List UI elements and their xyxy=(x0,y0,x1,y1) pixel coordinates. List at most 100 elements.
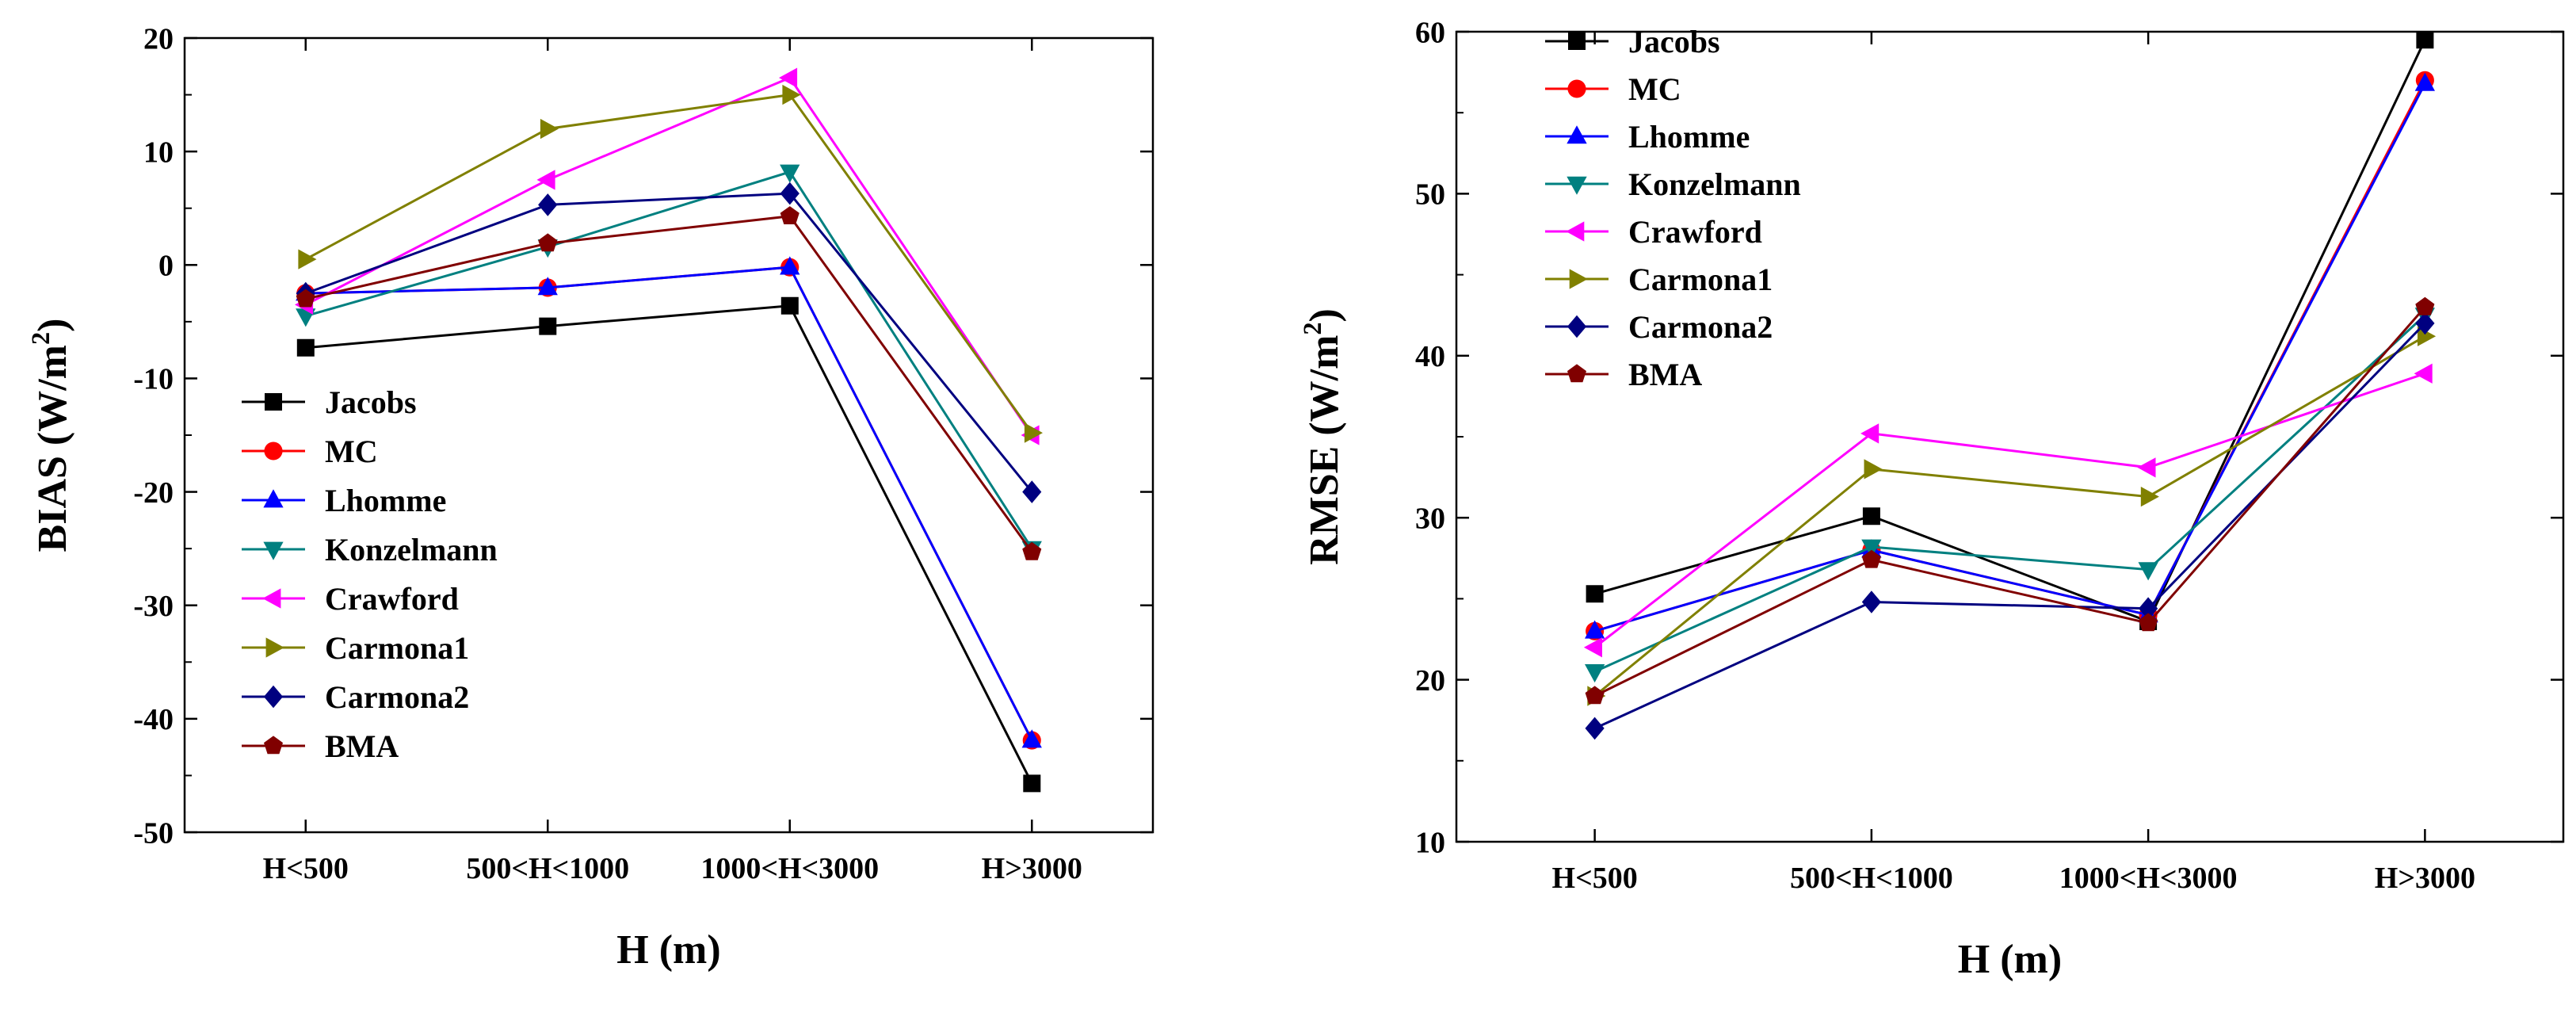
series-konzelmann xyxy=(1585,308,2435,683)
data-point xyxy=(780,296,799,315)
legend-marker xyxy=(264,736,283,755)
y-tick-label: 0 xyxy=(158,250,174,283)
data-point xyxy=(1023,774,1041,793)
series-line xyxy=(1593,306,2426,698)
data-point xyxy=(540,118,559,140)
legend-marker xyxy=(263,685,284,709)
legend-label: Crawford xyxy=(325,581,459,617)
legend-marker xyxy=(1567,79,1586,98)
data-point xyxy=(1585,686,1605,705)
y-tick-label: 10 xyxy=(143,136,174,169)
series-line xyxy=(305,266,1033,741)
data-point xyxy=(2415,296,2435,315)
data-point xyxy=(2414,72,2435,91)
legend-label: MC xyxy=(1628,71,1681,107)
y-axis-label: BIAS (W/m2) xyxy=(26,319,75,552)
series-line xyxy=(1593,322,2426,730)
y-tick-label: -10 xyxy=(133,363,174,396)
data-point xyxy=(296,289,315,308)
legend-label: BMA xyxy=(1628,357,1702,392)
legend-marker xyxy=(1567,364,1586,383)
legend: Jacobs MC Lhomme Konzelmann Crawford Carmona1… xyxy=(1545,24,1801,392)
data-point xyxy=(1585,717,1605,740)
legend-item: BMA xyxy=(242,728,399,764)
y-axis-label: RMSE (W/m2) xyxy=(1298,308,1347,565)
legend-item: Konzelmann xyxy=(242,532,498,568)
plot-frame xyxy=(1455,30,2565,843)
y-tick-label: 10 xyxy=(1415,826,1445,859)
x-tick-label: H>3000 xyxy=(2375,862,2475,895)
legend-marker xyxy=(1566,221,1585,242)
legend-label: Lhomme xyxy=(1628,119,1750,155)
series-line xyxy=(305,215,1033,553)
legend-item: Lhomme xyxy=(242,483,446,518)
y-tick-label: -50 xyxy=(133,816,174,850)
legend-item: BMA xyxy=(1545,357,1702,392)
y-tick-label: 40 xyxy=(1415,340,1445,373)
legend-marker xyxy=(1567,176,1587,195)
legend-label: MC xyxy=(325,434,378,469)
x-tick-label: 1000<H<3000 xyxy=(700,852,879,885)
legend: Jacobs MC Lhomme Konzelmann Crawford Carmona1… xyxy=(242,384,498,764)
data-point xyxy=(2137,457,2156,478)
series-bma xyxy=(296,206,1042,560)
data-point xyxy=(538,233,558,252)
data-point xyxy=(538,193,558,216)
legend-label: Carmona1 xyxy=(1628,262,1773,297)
series-jacobs xyxy=(296,296,1041,793)
legend-marker xyxy=(1567,315,1587,338)
series-carmona1 xyxy=(1587,326,2437,706)
x-axis-label: H (m) xyxy=(616,927,720,973)
legend-marker xyxy=(263,541,284,560)
y-tick-label: 20 xyxy=(143,22,174,55)
legend-label: Carmona2 xyxy=(1628,309,1773,345)
legend-item: MC xyxy=(1545,71,1681,107)
data-point xyxy=(1583,637,1602,658)
series-crawford xyxy=(1583,363,2433,658)
series-line xyxy=(305,93,1033,434)
x-tick-label: H<500 xyxy=(1552,862,1638,895)
data-point xyxy=(1585,664,1605,683)
legend-item: Jacobs xyxy=(1545,24,1720,59)
series-carmona2 xyxy=(1585,311,2435,740)
legend-item: Carmona2 xyxy=(1545,309,1773,345)
series-line xyxy=(1594,82,2426,633)
data-point xyxy=(1861,549,1881,568)
legend-label: Carmona2 xyxy=(325,679,469,715)
chart-1: -50 -40 -30 -20 -10 0 10 20 H<500 500<H<1000 1000<… xyxy=(26,22,1154,973)
series-line xyxy=(1594,79,2426,633)
data-point xyxy=(2418,326,2437,346)
legend-marker xyxy=(1567,125,1587,144)
data-point xyxy=(536,170,555,190)
data-point xyxy=(2414,363,2433,384)
x-tick-label: 500<H<1000 xyxy=(1790,862,1953,895)
legend-label: Jacobs xyxy=(325,384,417,420)
legend-label: Jacobs xyxy=(1628,24,1720,59)
data-point xyxy=(2416,31,2434,49)
data-point xyxy=(2139,613,2158,632)
data-point xyxy=(1585,620,1605,639)
data-point xyxy=(1861,539,1882,558)
y-tick-label: 50 xyxy=(1415,178,1445,212)
data-point xyxy=(2139,597,2158,620)
legend-marker xyxy=(265,393,282,411)
data-point xyxy=(1022,541,1042,560)
legend-item: Carmona1 xyxy=(242,630,469,666)
y-tick-label: -40 xyxy=(133,703,174,736)
data-point xyxy=(780,256,800,275)
legend-label: Carmona1 xyxy=(325,630,469,666)
y-tick-label: 60 xyxy=(1415,16,1445,49)
data-point xyxy=(1860,423,1880,444)
legend-item: Carmona1 xyxy=(1545,262,1773,297)
data-point xyxy=(1024,422,1043,443)
legend-item: Carmona2 xyxy=(242,679,469,715)
legend-marker xyxy=(1568,32,1586,50)
y-tick-label: 30 xyxy=(1415,503,1445,536)
series-line xyxy=(1593,372,2425,648)
legend-marker xyxy=(263,489,284,508)
legend-marker xyxy=(264,441,283,461)
series-lhomme xyxy=(1585,72,2435,639)
series-carmona1 xyxy=(298,84,1043,443)
legend-marker xyxy=(1569,269,1588,289)
